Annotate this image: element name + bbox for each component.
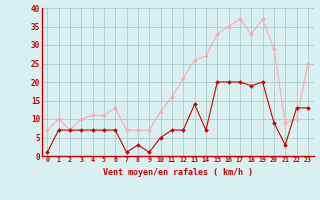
X-axis label: Vent moyen/en rafales ( km/h ): Vent moyen/en rafales ( km/h )	[103, 168, 252, 177]
